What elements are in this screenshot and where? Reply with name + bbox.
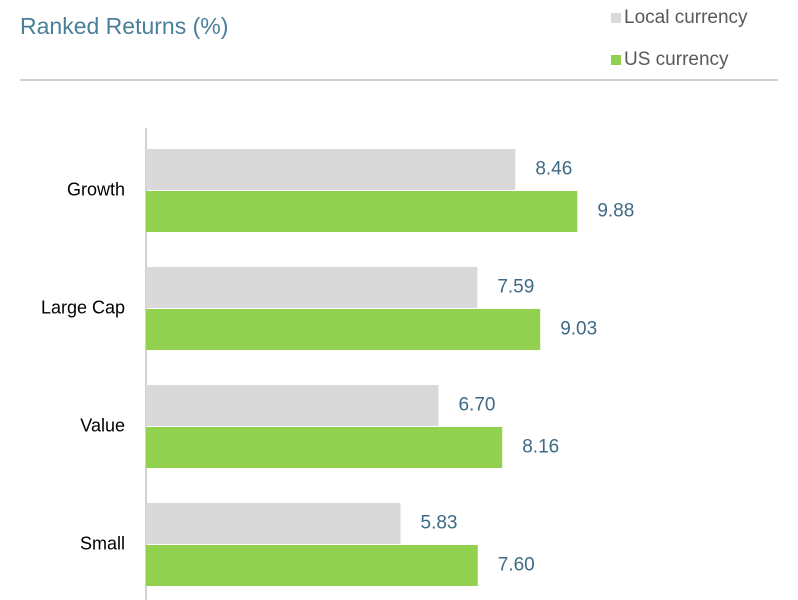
bar <box>146 427 503 468</box>
legend-label: US currency <box>624 49 729 70</box>
value-label: 7.59 <box>497 277 534 298</box>
value-label: 6.70 <box>458 395 495 416</box>
bar <box>146 191 578 232</box>
legend-swatch <box>611 55 621 65</box>
chart-title: Ranked Returns (%) <box>20 13 228 39</box>
y-tick-label: Large Cap <box>41 297 125 317</box>
bar <box>146 149 516 190</box>
bar <box>146 385 439 426</box>
y-tick-label: Growth <box>67 179 125 199</box>
bar <box>146 503 401 544</box>
y-tick-label: Small <box>80 533 125 553</box>
bar <box>146 267 478 308</box>
value-label: 5.83 <box>421 513 458 534</box>
legend-label: Local currency <box>624 7 748 28</box>
legend-swatch <box>611 13 621 23</box>
bar <box>146 309 541 350</box>
value-label: 8.46 <box>535 159 572 180</box>
value-label: 7.60 <box>498 555 535 576</box>
value-label: 9.03 <box>560 319 597 340</box>
y-tick-label: Value <box>80 415 125 435</box>
value-label: 9.88 <box>597 201 634 222</box>
bar <box>146 545 478 586</box>
value-label: 8.16 <box>522 437 559 458</box>
